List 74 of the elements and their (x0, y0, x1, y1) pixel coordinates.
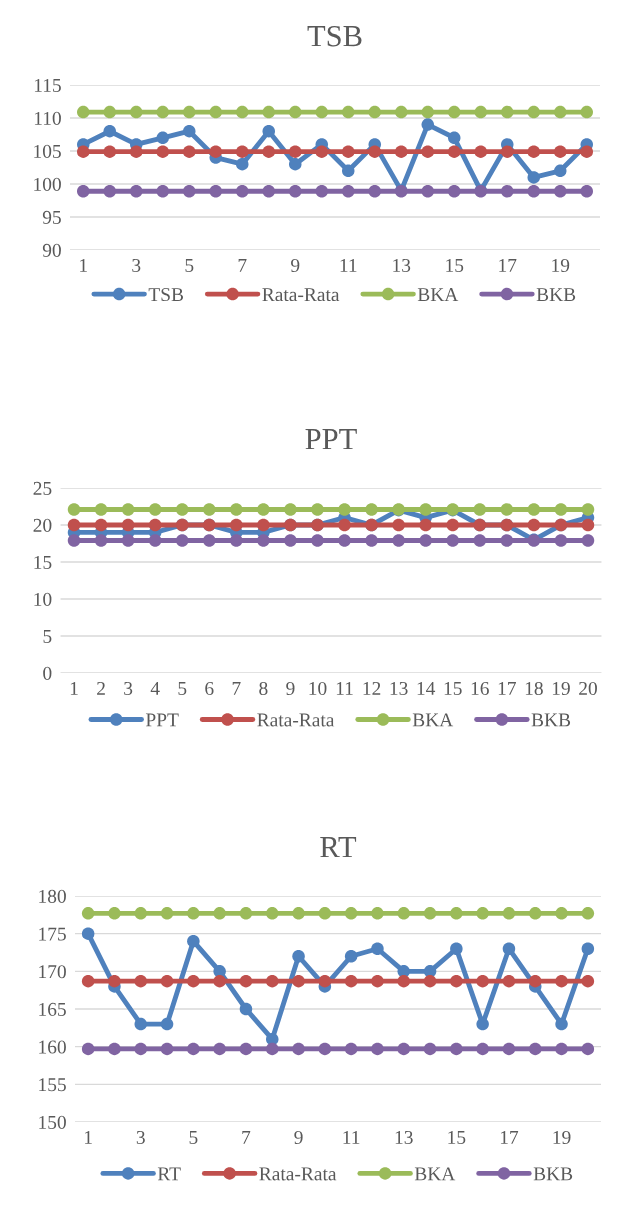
y-tick-label: 165 (39, 1002, 66, 1016)
x-tick-label: 9 (291, 258, 300, 273)
x-tick-label: 7 (232, 682, 241, 695)
y-tick-label: 150 (39, 1115, 66, 1129)
y-tick-label: 160 (39, 1040, 66, 1054)
x-tick-label: 12 (363, 681, 381, 695)
y-tick-label: 0 (43, 666, 52, 680)
x-tick-label: 5 (189, 1131, 198, 1145)
x-tick-label: 1 (85, 1130, 92, 1144)
x-tick-label: 9 (286, 681, 295, 696)
x-tick-label: 8 (259, 681, 268, 696)
legend-label: Rata-Rata (262, 288, 340, 302)
x-tick-label: 11 (340, 258, 357, 272)
x-tick-label: 4 (150, 682, 160, 695)
y-tick-label: 110 (34, 111, 61, 125)
x-tick-label: 2 (97, 681, 105, 695)
x-tick-label: 15 (448, 1130, 466, 1145)
x-tick-label: 1 (80, 258, 87, 272)
x-tick-label: 18 (525, 681, 543, 696)
y-tick-label: 155 (39, 1078, 66, 1092)
x-tick-label: 10 (309, 681, 327, 696)
legend-label: BKB (531, 713, 571, 727)
chart-title: RT (320, 837, 357, 858)
y-tick-label: 175 (39, 927, 66, 941)
y-tick-label: 100 (34, 177, 61, 191)
legend-label: Rata-Rata (257, 713, 335, 727)
x-tick-label: 6 (205, 681, 214, 696)
y-tick-label: 105 (34, 144, 61, 158)
x-tick-label: 19 (552, 258, 570, 273)
x-tick-label: 3 (124, 681, 133, 696)
legend-label: RT (157, 1167, 181, 1181)
y-tick-label: 5 (43, 630, 52, 643)
y-tick-label: 20 (33, 518, 52, 532)
legend-label: BKA (412, 713, 454, 727)
x-tick-label: 1 (70, 681, 78, 695)
x-tick-label: 3 (136, 1130, 145, 1145)
x-tick-label: 17 (500, 1130, 519, 1144)
legend-label: BKA (417, 288, 459, 301)
x-tick-label: 5 (185, 259, 194, 273)
x-tick-label: 16 (471, 681, 489, 696)
x-tick-label: 17 (498, 681, 516, 695)
y-tick-label: 15 (34, 555, 52, 569)
chart-title: TSB (307, 25, 362, 47)
x-tick-label: 15 (446, 258, 464, 273)
x-tick-label: 3 (132, 258, 141, 273)
x-tick-label: 11 (336, 681, 353, 695)
x-tick-label: 13 (393, 258, 411, 273)
y-tick-label: 90 (42, 243, 61, 257)
x-tick-label: 15 (444, 681, 462, 696)
legend-label: TSB (148, 288, 184, 302)
y-tick-label: 115 (34, 78, 61, 92)
legend-label: Rata-Rata (259, 1167, 337, 1181)
y-tick-label: 95 (42, 210, 61, 224)
x-tick-label: 7 (238, 259, 247, 272)
x-tick-label: 13 (395, 1130, 413, 1145)
y-tick-label: 180 (39, 889, 66, 903)
x-tick-label: 9 (294, 1130, 303, 1145)
x-tick-label: 13 (390, 681, 408, 696)
legend-label: PPT (145, 713, 179, 727)
chart-title: PPT (305, 429, 357, 450)
y-tick-label: 10 (34, 592, 52, 606)
x-tick-label: 20 (579, 681, 597, 696)
y-tick-label: 170 (39, 965, 66, 979)
x-tick-label: 19 (552, 681, 570, 696)
legend-label: BKB (536, 288, 576, 301)
x-tick-label: 11 (343, 1130, 360, 1144)
x-tick-label: 19 (553, 1130, 571, 1145)
x-tick-label: 5 (178, 682, 187, 696)
y-tick-label: 25 (33, 481, 52, 495)
x-tick-label: 14 (417, 681, 436, 695)
legend-label: BKB (533, 1167, 573, 1181)
x-tick-label: 17 (499, 258, 517, 272)
x-tick-label: 7 (242, 1131, 251, 1144)
legend-label: BKA (414, 1167, 456, 1181)
